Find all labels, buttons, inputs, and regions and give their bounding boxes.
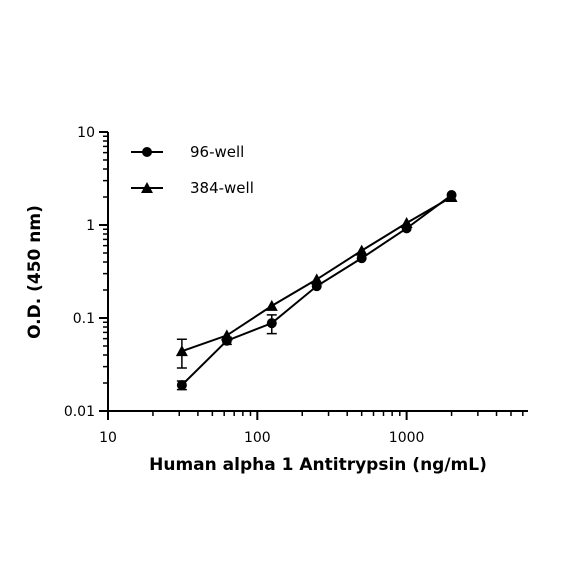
point (355, 244, 368, 256)
point (176, 380, 187, 391)
y-tick-label: 10 (77, 125, 95, 141)
legend-label: 96-well (190, 143, 244, 161)
x-tick-label: 10 (99, 430, 117, 446)
y-axis-title: O.D. (450 nm) (25, 205, 45, 339)
x-tick-label: 100 (244, 430, 271, 446)
x-tick-label: 1000 (389, 430, 425, 446)
y-tick-label: 0.1 (73, 311, 95, 327)
y-tick-label: 1 (86, 218, 95, 234)
point (220, 329, 233, 341)
y-tick-label: 0.01 (64, 404, 95, 420)
point (266, 318, 277, 329)
point (356, 253, 367, 264)
point (175, 345, 188, 357)
legend-label: 384-well (190, 179, 254, 197)
point (310, 273, 323, 285)
point (400, 217, 413, 229)
point (445, 191, 458, 203)
point (265, 299, 278, 311)
legend-marker (141, 182, 153, 193)
x-axis-title: Human alpha 1 Antitrypsin (ng/mL) (149, 455, 487, 475)
legend-marker (142, 147, 152, 157)
